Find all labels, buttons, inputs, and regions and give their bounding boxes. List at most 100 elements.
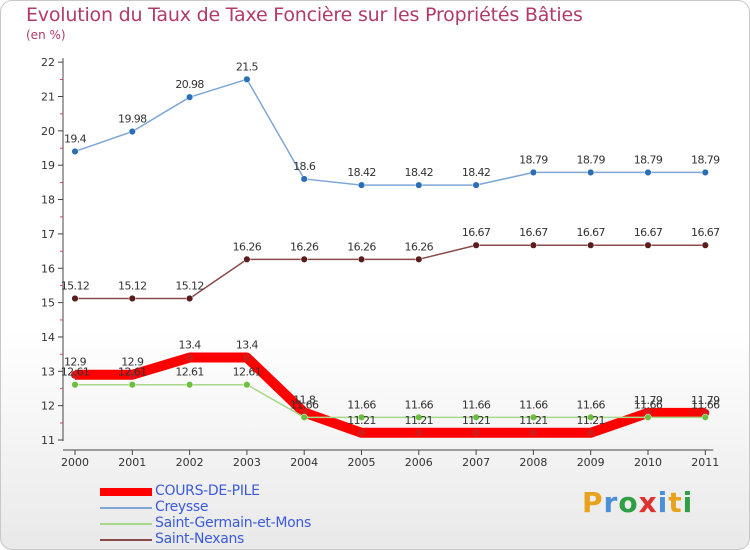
- data-label-Saint-Nexans-2005: 16.26: [347, 240, 376, 253]
- data-point-Saint-Nexans-2006: [415, 255, 423, 263]
- data-label-COURS-DE-PILE-2007: 11.21: [462, 414, 491, 427]
- y-tick-label-17: 17: [41, 228, 55, 241]
- data-point-Saint-Germain-et-Mons-2007: [472, 413, 480, 421]
- data-point-COURS-DE-PILE-2006: [414, 428, 423, 437]
- data-point-COURS-DE-PILE-2008: [529, 428, 538, 437]
- y-tick-label-12: 12: [41, 400, 55, 413]
- y-tick-label-22: 22: [41, 56, 55, 69]
- data-label-Saint-Germain-et-Mons-2002: 12.61: [175, 366, 204, 379]
- data-point-COURS-DE-PILE-2002: [185, 353, 194, 362]
- data-label-Saint-Germain-et-Mons-2010: 11.66: [634, 398, 663, 411]
- data-label-Saint-Germain-et-Mons-2009: 11.66: [576, 398, 605, 411]
- data-point-Creysse-2004: [300, 175, 308, 183]
- y-tick-label-19: 19: [41, 159, 55, 172]
- data-label-COURS-DE-PILE-2002: 13.4: [179, 339, 202, 352]
- data-point-Creysse-2008: [529, 168, 537, 176]
- data-label-Saint-Nexans-2007: 16.67: [462, 226, 491, 239]
- y-tick-label-13: 13: [41, 365, 55, 378]
- proxiti-logo: Proxiti: [582, 486, 693, 519]
- data-point-Saint-Nexans-2011: [701, 241, 709, 249]
- data-label-Creysse-2010: 18.79: [634, 153, 663, 166]
- data-point-Creysse-2009: [587, 168, 595, 176]
- data-label-Saint-Nexans-2008: 16.67: [519, 226, 548, 239]
- data-label-COURS-DE-PILE-2000: 12.9: [64, 356, 87, 369]
- data-point-Saint-Nexans-2007: [472, 241, 480, 249]
- logo-letter: P: [582, 486, 604, 519]
- data-label-Saint-Germain-et-Mons-2007: 11.66: [462, 398, 491, 411]
- legend-swatch: [100, 488, 152, 496]
- y-tick-label-15: 15: [41, 297, 55, 310]
- legend-swatch: [100, 523, 152, 525]
- data-label-Saint-Germain-et-Mons-2000: 12.61: [61, 366, 90, 379]
- legend-swatch: [100, 507, 152, 509]
- y-tick-label-20: 20: [41, 125, 55, 138]
- data-label-Saint-Germain-et-Mons-2006: 11.66: [405, 398, 434, 411]
- data-label-Saint-Nexans-2006: 16.26: [405, 240, 434, 253]
- data-label-Saint-Nexans-2010: 16.67: [634, 226, 663, 239]
- x-tick-label-2005: 2005: [348, 456, 376, 469]
- data-point-Creysse-2002: [186, 93, 194, 101]
- x-tick-label-2008: 2008: [519, 456, 547, 469]
- x-tick-label-2011: 2011: [691, 456, 719, 469]
- data-point-Saint-Nexans-2005: [357, 255, 366, 263]
- data-point-Saint-Germain-et-Mons-2005: [357, 413, 366, 421]
- data-label-Saint-Germain-et-Mons-2003: 12.61: [233, 366, 262, 379]
- data-point-COURS-DE-PILE-2007: [472, 428, 481, 437]
- data-point-COURS-DE-PILE-2001: [128, 370, 137, 379]
- data-label-Creysse-2011: 18.79: [691, 153, 720, 166]
- data-point-COURS-DE-PILE-2005: [357, 428, 366, 437]
- data-label-Creysse-2001: 19.98: [118, 113, 147, 126]
- data-point-Saint-Nexans-2000: [71, 294, 79, 303]
- series-line-COURS-DE-PILE: [75, 352, 706, 438]
- data-point-Saint-Germain-et-Mons-2002: [186, 381, 194, 389]
- x-tick-label-2004: 2004: [290, 456, 318, 469]
- data-point-Saint-Nexans-2010: [644, 241, 652, 249]
- x-tick-label-2000: 2000: [61, 456, 89, 469]
- data-label-Creysse-2007: 18.42: [462, 166, 491, 179]
- legend-label: Saint-Nexans: [155, 531, 245, 547]
- data-point-Creysse-2003: [243, 75, 251, 83]
- data-label-Saint-Nexans-2004: 16.26: [290, 240, 319, 253]
- logo-letter: i: [657, 486, 669, 519]
- y-tick-label-11: 11: [41, 434, 55, 447]
- data-point-Saint-Germain-et-Mons-2008: [529, 413, 537, 421]
- data-label-Saint-Nexans-2002: 15.12: [175, 279, 204, 292]
- x-tick-label-2006: 2006: [405, 456, 433, 469]
- data-point-Saint-Germain-et-Mons-2010: [644, 413, 652, 421]
- data-point-Saint-Germain-et-Mons-2004: [300, 413, 308, 421]
- x-tick-label-2009: 2009: [577, 456, 605, 469]
- legend-label: COURS-DE-PILE: [155, 483, 260, 499]
- data-point-Creysse-2001: [128, 127, 136, 136]
- data-label-Saint-Nexans-2001: 15.12: [118, 279, 147, 292]
- data-label-Saint-Germain-et-Mons-2001: 12.61: [118, 366, 147, 379]
- data-point-Saint-Germain-et-Mons-2009: [587, 413, 595, 421]
- data-point-COURS-DE-PILE-2000: [71, 370, 79, 379]
- data-label-COURS-DE-PILE-2004: 11.8: [293, 394, 316, 407]
- data-point-Creysse-2011: [701, 168, 709, 176]
- series-line-Saint-Germain-et-Mons: [75, 383, 706, 419]
- data-label-COURS-DE-PILE-2008: 11.21: [519, 414, 548, 427]
- data-label-Saint-Nexans-2000: 15.12: [61, 279, 90, 292]
- data-label-COURS-DE-PILE-2009: 11.21: [576, 414, 605, 427]
- data-label-Creysse-2002: 20.98: [175, 78, 204, 91]
- data-point-Creysse-2006: [415, 181, 423, 189]
- data-label-Saint-Germain-et-Mons-2008: 11.66: [519, 398, 548, 411]
- logo-letter: r: [603, 486, 619, 519]
- data-label-Creysse-2004: 18.6: [293, 160, 316, 173]
- y-tick-label-21: 21: [41, 91, 55, 104]
- data-label-Saint-Germain-et-Mons-2011: 11.66: [691, 398, 720, 411]
- data-label-COURS-DE-PILE-2005: 11.21: [347, 414, 376, 427]
- data-point-Saint-Nexans-2002: [186, 294, 194, 303]
- data-point-Saint-Germain-et-Mons-2003: [243, 381, 251, 389]
- logo-letter: t: [668, 486, 683, 519]
- data-label-Saint-Nexans-2003: 16.26: [233, 240, 262, 253]
- y-tick-label-14: 14: [41, 331, 55, 344]
- data-point-Creysse-2007: [472, 181, 480, 189]
- data-point-Saint-Germain-et-Mons-2011: [701, 413, 709, 421]
- legend-label: Saint-Germain-et-Mons: [155, 515, 311, 531]
- x-tick-label-2003: 2003: [233, 456, 261, 469]
- data-label-COURS-DE-PILE-2006: 11.21: [405, 414, 434, 427]
- data-label-Creysse-2005: 18.42: [347, 166, 376, 179]
